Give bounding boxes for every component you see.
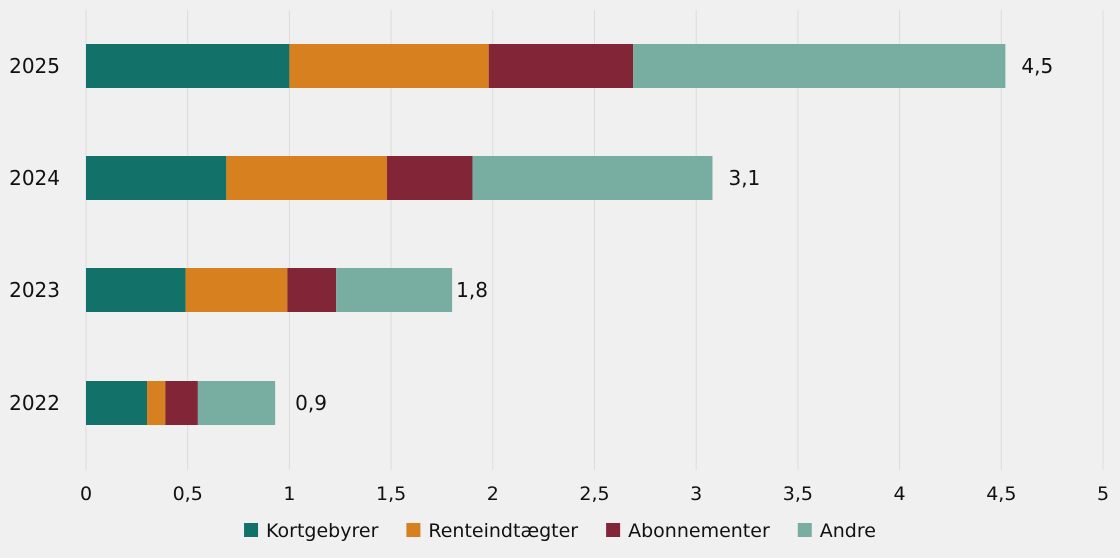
x-tick-label-3: 1,5 <box>376 483 406 505</box>
category-label-2025: 2025 <box>9 54 60 78</box>
legend: Kortgebyrer Renteindtægter Abonnementer And… <box>244 520 876 542</box>
bar-2024-andre <box>472 156 713 200</box>
legend-label-andre: Andre <box>820 520 876 542</box>
total-label-2022: 0,9 <box>295 391 327 415</box>
category-label-2023: 2023 <box>9 278 60 302</box>
x-tick-label-4: 2 <box>487 483 499 505</box>
x-tick-label-2: 1 <box>283 483 295 505</box>
bar-2025-kortgebyrer <box>86 44 290 88</box>
x-tick-label-7: 3,5 <box>783 483 813 505</box>
x-axis-tick-labels: 0 0,5 1 1,5 2 2,5 3 3,5 4 4,5 5 <box>80 483 1109 505</box>
legend-swatch-renteindtægter <box>406 523 421 537</box>
bar-2024-abonnementer <box>387 156 473 200</box>
x-tick-label-9: 4,5 <box>986 483 1016 505</box>
total-label-2025: 4,5 <box>1021 54 1053 78</box>
legend-label-kortgebyrer: Kortgebyrer <box>266 520 379 542</box>
bar-2023-andre <box>336 268 453 312</box>
legend-swatch-abonnementer <box>606 523 621 537</box>
x-tick-label-5: 2,5 <box>579 483 609 505</box>
bar-2025-andre <box>633 44 1006 88</box>
legend-label-abonnementer: Abonnementer <box>628 520 770 542</box>
total-label-2024: 3,1 <box>728 166 760 190</box>
bar-2025-abonnementer <box>488 44 634 88</box>
category-labels: 2025 2024 2023 2022 <box>9 54 60 415</box>
bar-2022-andre <box>197 381 276 425</box>
x-tick-label-10: 5 <box>1097 483 1109 505</box>
bars <box>86 44 1006 425</box>
bar-2023-kortgebyrer <box>86 268 186 312</box>
x-tick-label-8: 4 <box>894 483 906 505</box>
category-label-2024: 2024 <box>9 166 60 190</box>
bar-2022-kortgebyrer <box>86 381 148 425</box>
total-label-2023: 1,8 <box>456 278 488 302</box>
bar-2022-renteindtægter <box>147 381 166 425</box>
legend-label-renteindtægter: Renteindtægter <box>428 520 578 542</box>
legend-swatch-kortgebyrer <box>244 523 259 537</box>
bar-2025-renteindtægter <box>289 44 489 88</box>
bar-2023-renteindtægter <box>185 268 288 312</box>
bar-2024-renteindtægter <box>226 156 388 200</box>
total-labels: 4,5 3,1 1,8 0,9 <box>295 54 1053 415</box>
x-tick-label-0: 0 <box>80 483 92 505</box>
bar-2023-abonnementer <box>287 268 337 312</box>
x-tick-label-1: 0,5 <box>173 483 203 505</box>
bar-2022-abonnementer <box>165 381 198 425</box>
category-label-2022: 2022 <box>9 391 60 415</box>
legend-swatch-andre <box>797 523 812 537</box>
bar-2024-kortgebyrer <box>86 156 227 200</box>
x-tick-label-6: 3 <box>690 483 702 505</box>
